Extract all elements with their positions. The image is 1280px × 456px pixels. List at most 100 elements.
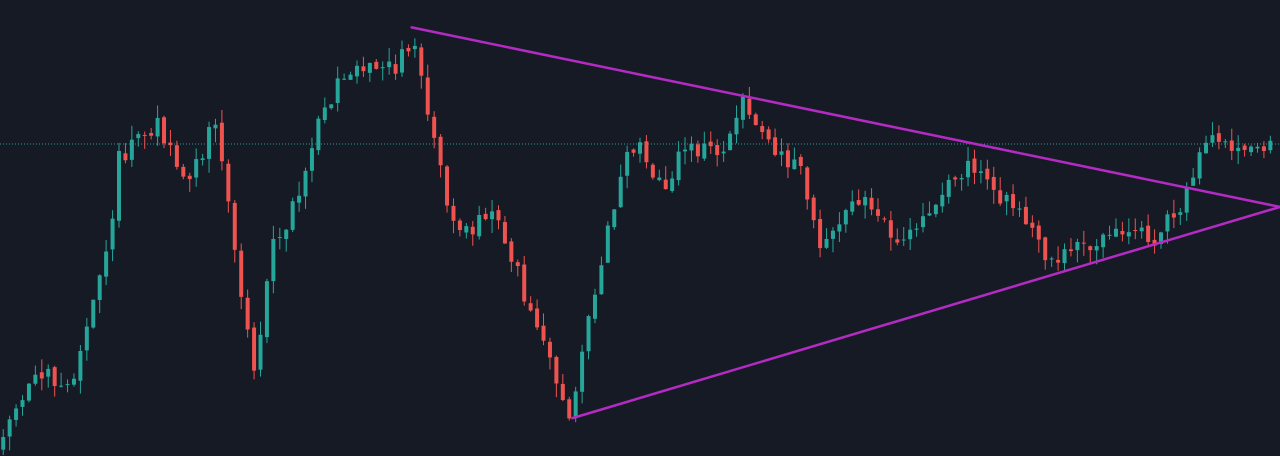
candle-up <box>670 178 675 191</box>
candle-down <box>760 126 765 133</box>
candle-up <box>728 133 733 151</box>
candle-down <box>226 163 231 202</box>
candle-down <box>560 383 565 401</box>
candle-down <box>818 219 823 249</box>
candle-up <box>740 96 745 120</box>
candle-up <box>104 251 109 277</box>
candle-down <box>1081 242 1086 244</box>
triangle-upper-trendline[interactable] <box>410 26 1280 209</box>
candle-down <box>695 144 700 157</box>
candle-up <box>933 204 938 215</box>
candle-down <box>252 327 257 371</box>
candle-down <box>953 177 958 180</box>
candle-up <box>1004 194 1009 202</box>
candle-up <box>638 142 642 154</box>
candle-up <box>380 67 385 69</box>
candle-up <box>1178 212 1183 215</box>
candle-down <box>882 218 887 220</box>
candle-down <box>1036 225 1041 240</box>
candle-up <box>97 275 102 301</box>
candle-down <box>451 205 456 221</box>
candle-up <box>1268 140 1273 151</box>
candle-down <box>393 64 398 74</box>
candle-down <box>406 47 411 52</box>
candle-down <box>181 166 186 177</box>
candle-up <box>605 225 610 263</box>
candle-down <box>1261 146 1266 152</box>
candle-down <box>1133 230 1138 232</box>
candle-down <box>149 132 154 136</box>
candle-down <box>239 250 244 297</box>
candle-up <box>592 294 597 319</box>
candle-up <box>7 419 12 437</box>
candle-up <box>1197 152 1202 179</box>
candles-layer <box>1 38 1273 455</box>
candle-up <box>264 281 269 338</box>
candle-down <box>445 166 450 206</box>
candle-up <box>354 65 359 77</box>
candle-down <box>554 356 559 384</box>
candle-down <box>753 114 758 126</box>
candle-up <box>1139 227 1144 232</box>
candle-up <box>84 326 89 351</box>
candle-up <box>1159 232 1163 245</box>
candle-up <box>26 383 31 401</box>
candle-up <box>213 124 218 129</box>
candle-up <box>71 378 76 385</box>
candle-down <box>663 179 668 190</box>
candle-up <box>1204 142 1209 154</box>
candle-down <box>998 190 1003 204</box>
candle-down <box>162 117 167 144</box>
candle-up <box>194 159 199 178</box>
candle-up <box>959 178 964 180</box>
candle-down <box>123 153 128 161</box>
candle-up <box>1165 214 1170 232</box>
candle-down <box>361 66 366 72</box>
candle-down <box>470 226 475 235</box>
candle-up <box>117 150 121 221</box>
candle-up <box>901 239 906 241</box>
candle-up <box>625 151 630 176</box>
candle-down <box>747 98 752 115</box>
candle-up <box>367 62 372 73</box>
candle-down <box>457 220 462 231</box>
candle-up <box>1191 177 1196 186</box>
candle-down <box>232 202 237 250</box>
candle-up <box>297 195 302 203</box>
candle-down <box>708 141 713 147</box>
candle-up <box>966 160 971 178</box>
candle-up <box>309 148 314 171</box>
candle-up <box>1255 146 1260 149</box>
candle-up <box>200 158 205 161</box>
candle-up <box>258 334 263 370</box>
candle-down <box>1011 194 1016 209</box>
candle-up <box>1101 234 1106 248</box>
candle-down <box>875 209 880 216</box>
candle-up <box>921 216 926 228</box>
candle-down <box>142 134 147 136</box>
candle-down <box>1043 237 1048 261</box>
candle-up <box>207 127 212 159</box>
candle-up <box>78 350 83 381</box>
candle-up <box>863 197 868 206</box>
candle-up <box>136 134 141 139</box>
candle-down <box>773 137 778 155</box>
candle-up <box>927 213 932 216</box>
candle-down <box>798 156 803 167</box>
candle-up <box>792 159 797 170</box>
candle-up <box>1049 258 1054 260</box>
candle-up <box>573 391 578 419</box>
candle-up <box>676 151 681 181</box>
candle-up <box>490 211 495 220</box>
candle-up <box>824 238 829 248</box>
candle-down <box>187 175 192 180</box>
candle-down <box>515 262 520 267</box>
candle-up <box>342 78 347 80</box>
triangle-lower-trendline[interactable] <box>571 205 1280 420</box>
candle-down <box>1152 239 1157 246</box>
candle-down <box>502 222 507 244</box>
candle-down <box>1023 206 1028 225</box>
candle-up <box>1223 141 1228 143</box>
candle-up <box>59 385 64 387</box>
